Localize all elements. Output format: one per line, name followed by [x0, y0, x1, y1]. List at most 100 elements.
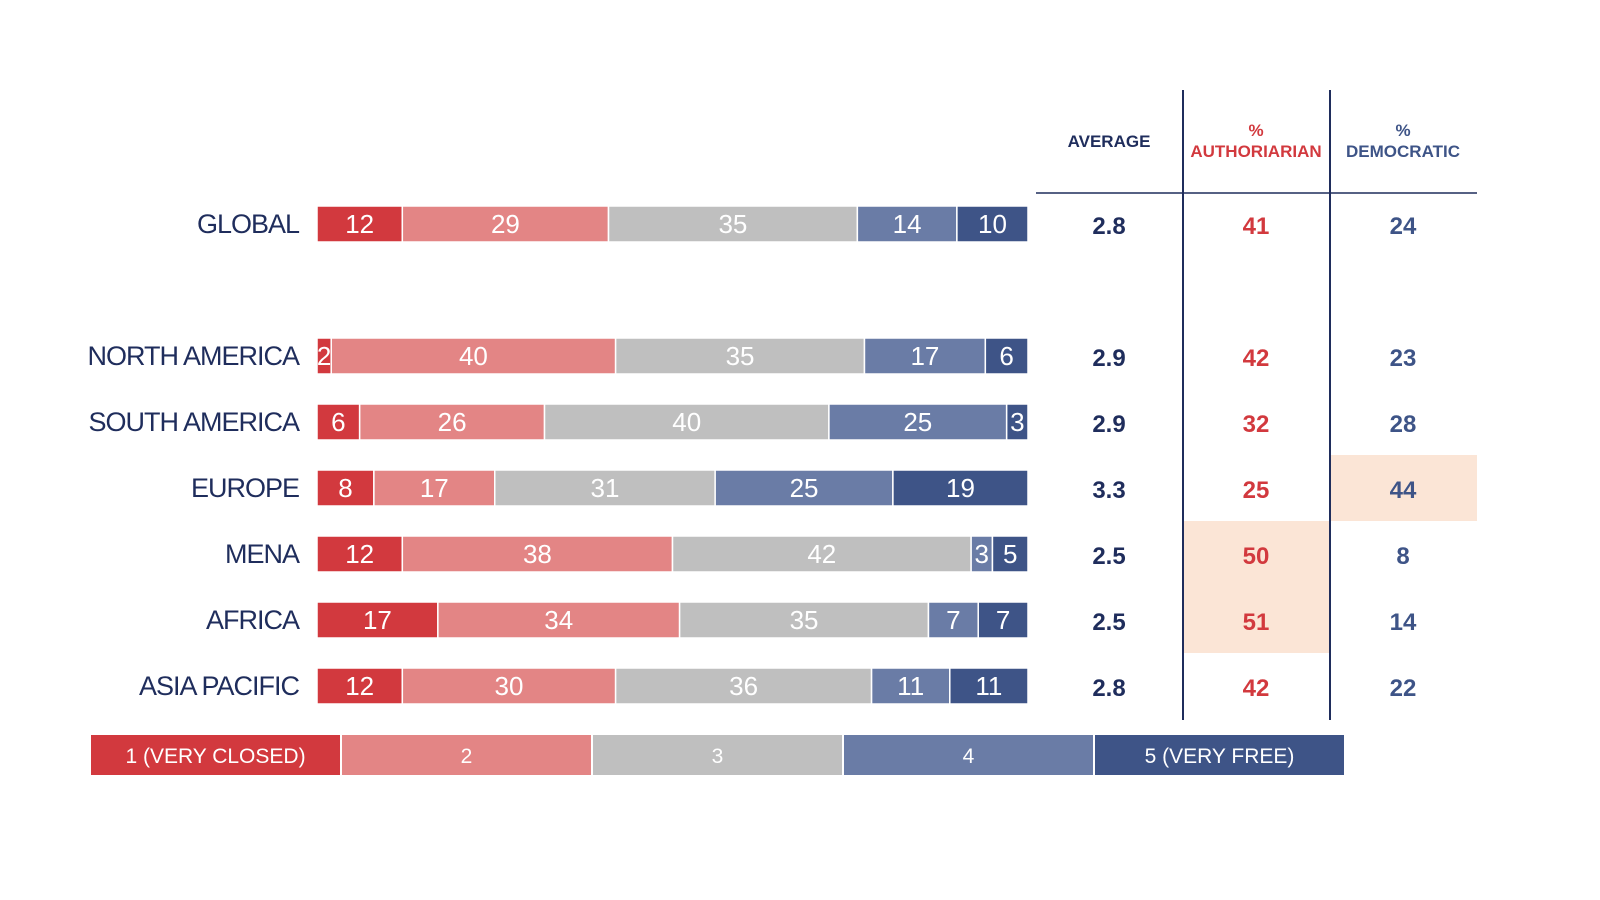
header-democratic: DEMOCRATIC	[1346, 142, 1460, 161]
bar-segment	[927, 601, 979, 639]
header-authoritarian: AUTHORIARIAN	[1190, 142, 1321, 161]
bar-value-label: 35	[790, 605, 819, 635]
average-value: 2.5	[1092, 543, 1125, 570]
average-value: 2.5	[1092, 609, 1125, 636]
bar-segment	[494, 469, 716, 507]
authoritarian-value: 32	[1243, 411, 1270, 438]
bar-value-label: 6	[999, 341, 1013, 371]
highlight-cell	[1184, 587, 1329, 653]
bar-segment	[991, 535, 1029, 573]
bar-value-label: 8	[338, 473, 352, 503]
bar-value-label: 2	[317, 341, 331, 371]
bar-row: GLOBAL 12 29 35 14 10	[197, 205, 1029, 243]
bar-segment	[401, 667, 617, 705]
bar-segment	[977, 601, 1029, 639]
bar-value-label: 6	[331, 407, 345, 437]
header-average: AVERAGE	[1068, 132, 1151, 151]
row-label: SOUTH AMERICA	[88, 407, 300, 437]
bar-value-label: 25	[790, 473, 819, 503]
bar-segment	[543, 403, 830, 441]
column-headers: AVERAGE % AUTHORIARIAN % DEMOCRATIC	[1068, 121, 1460, 161]
bar-value-label: 14	[893, 209, 922, 239]
row-label: ASIA PACIFIC	[139, 671, 300, 701]
legend-swatch	[593, 735, 842, 775]
bar-value-label: 10	[978, 209, 1007, 239]
average-value: 3.3	[1092, 477, 1125, 504]
bar-segment	[401, 535, 674, 573]
democratic-value: 44	[1390, 477, 1417, 504]
bar-value-label: 38	[523, 539, 552, 569]
authoritarian-value: 42	[1243, 675, 1270, 702]
bar-row: AFRICA 17 34 35 7 7	[206, 601, 1029, 639]
row-label: MENA	[225, 539, 300, 569]
bar-value-label: 7	[946, 605, 960, 635]
bar-row: EUROPE 8 17 31 25 19	[191, 469, 1029, 507]
bar-segment	[316, 601, 439, 639]
legend-swatch	[1095, 735, 1344, 775]
bar-value-label: 42	[807, 539, 836, 569]
bar-value-label: 11	[897, 671, 924, 701]
highlight-layer	[1184, 455, 1477, 653]
bar-segment	[607, 205, 859, 243]
bar-value-label: 35	[726, 341, 755, 371]
bar-segment	[358, 403, 546, 441]
democratic-value: 23	[1390, 345, 1417, 372]
bar-value-label: 19	[946, 473, 975, 503]
legend-label: 1 (VERY CLOSED)	[125, 745, 305, 768]
bar-segment	[316, 205, 404, 243]
bar-value-label: 36	[729, 671, 758, 701]
authoritarian-value: 50	[1243, 543, 1270, 570]
bar-segment	[984, 337, 1029, 375]
legend-swatch	[91, 735, 340, 775]
bar-value-label: 12	[345, 671, 374, 701]
bar-segment	[856, 205, 958, 243]
row-label: AFRICA	[206, 605, 300, 635]
democratic-value: 22	[1390, 675, 1417, 702]
legend-label: 4	[963, 745, 975, 768]
bar-row: NORTH AMERICA 2 40 35 17 6	[87, 337, 1029, 375]
bar-value-label: 17	[910, 341, 939, 371]
average-value: 2.9	[1092, 345, 1125, 372]
bar-segment	[373, 469, 496, 507]
bar-segment	[714, 469, 894, 507]
legend: 1 (VERY CLOSED) 2 3 4 5 (VERY FREE)	[91, 735, 1344, 775]
average-value: 2.8	[1092, 675, 1125, 702]
average-value: 2.8	[1092, 213, 1125, 240]
bar-segment	[614, 667, 873, 705]
row-label: EUROPE	[191, 473, 299, 503]
average-value: 2.9	[1092, 411, 1125, 438]
table-rules	[1036, 90, 1477, 720]
democratic-value: 14	[1390, 609, 1417, 636]
bar-value-label: 31	[590, 473, 619, 503]
bar-value-label: 11	[975, 671, 1002, 701]
legend-swatch	[342, 735, 591, 775]
bar-value-label: 29	[491, 209, 520, 239]
bar-segment	[1005, 403, 1029, 441]
legend-swatch	[844, 735, 1093, 775]
authoritarian-value: 41	[1243, 213, 1270, 240]
header-democratic-pct: %	[1395, 121, 1410, 140]
header-authoritarian-pct: %	[1248, 121, 1263, 140]
democratic-value: 8	[1396, 543, 1409, 570]
bar-value-label: 3	[975, 539, 989, 569]
highlight-cell	[1184, 521, 1329, 587]
bar-value-label: 12	[345, 209, 374, 239]
bar-segment	[892, 469, 1029, 507]
legend-label: 5 (VERY FREE)	[1145, 745, 1295, 768]
democratic-value: 24	[1390, 213, 1417, 240]
bar-segment	[401, 205, 610, 243]
bar-value-label: 7	[996, 605, 1010, 635]
bar-value-label: 40	[672, 407, 701, 437]
bar-segment	[316, 667, 404, 705]
row-label: GLOBAL	[197, 209, 300, 239]
stats-table: 2.8 41 24 2.9 42 23 2.9 32 28 3.3 25 44 2.5 50 8 2.5 51 1…	[1092, 213, 1417, 702]
bar-value-label: 25	[903, 407, 932, 437]
bar-segment	[437, 601, 681, 639]
bar-value-label: 26	[438, 407, 467, 437]
legend-label: 3	[712, 745, 724, 768]
authoritarian-value: 51	[1243, 609, 1270, 636]
bar-value-label: 5	[1003, 539, 1017, 569]
bar-value-label: 35	[718, 209, 747, 239]
legend-label: 2	[461, 745, 473, 768]
